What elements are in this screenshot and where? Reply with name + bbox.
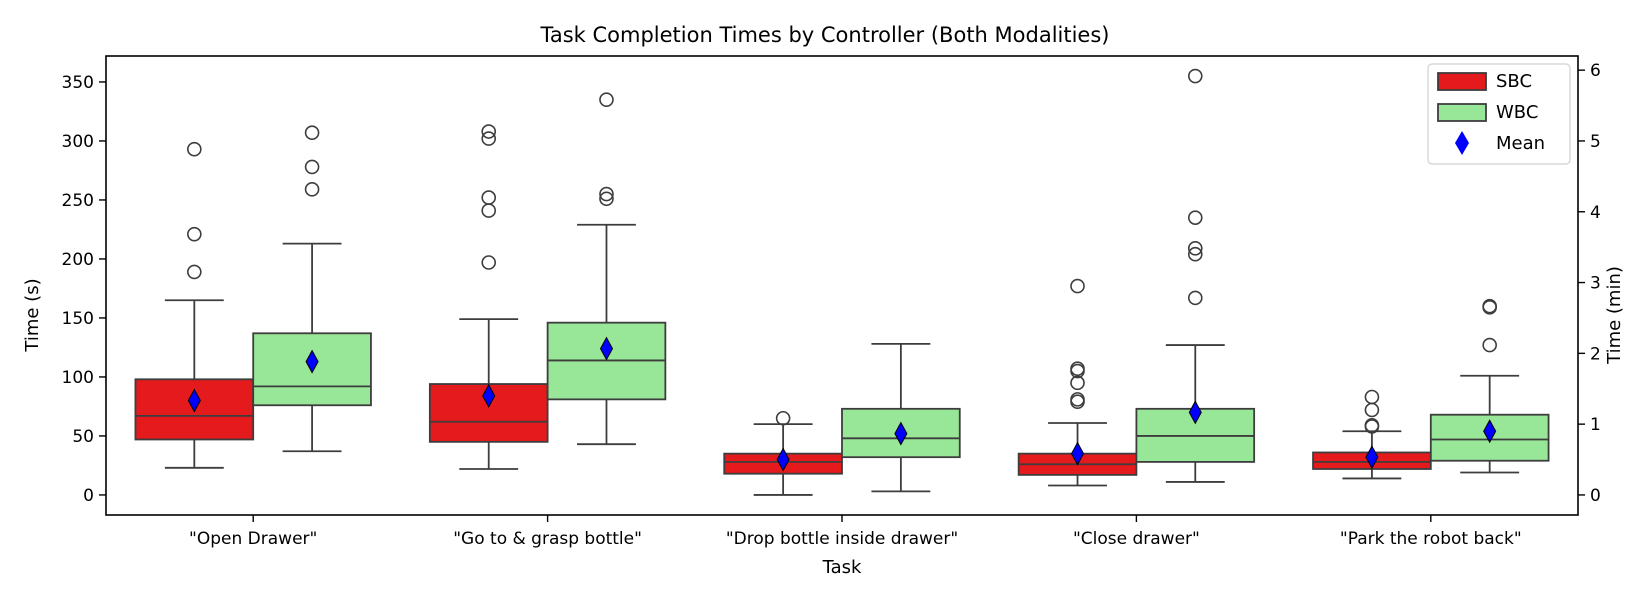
y-axis-label: Time (s) [22, 278, 43, 352]
axes: 0 50 100 150 200 250 300 350 0 1 2 3 4 5 6 "Open Drawer… [62, 61, 1601, 549]
plot-area [134, 68, 1550, 496]
legend: SBC WBC Mean [1427, 63, 1571, 165]
y-right-tick-label: 3 [1590, 274, 1601, 294]
sbc-outlier [481, 203, 497, 218]
sbc-outlier [481, 190, 497, 205]
wbc-outlier [1187, 246, 1203, 262]
y-right-tick-label: 1 [1590, 415, 1601, 435]
sbc-outlier [1070, 361, 1085, 376]
wbc-mean-marker [1483, 419, 1497, 444]
wbc-outlier [599, 92, 614, 107]
sbc-outlier [1364, 402, 1380, 418]
y-right-tick-label: 5 [1590, 132, 1601, 152]
wbc-mean-marker [305, 349, 319, 374]
legend-label: WBC [1496, 102, 1538, 123]
wbc-outlier [304, 182, 320, 197]
wbc-mean-marker [599, 336, 614, 361]
legend-swatch-sbc [1437, 72, 1487, 91]
legend-swatch-wbc [1437, 103, 1487, 122]
sbc-outlier [187, 226, 202, 242]
wbc-outlier [599, 191, 614, 207]
sbc-mean-marker [482, 383, 496, 408]
wbc-box-group [841, 343, 961, 493]
y-tick-label: 300 [62, 132, 94, 152]
x-tick-label: "Go to & grasp bottle" [453, 529, 642, 549]
legend-label: Mean [1496, 133, 1545, 154]
sbc-outlier [1070, 392, 1085, 407]
y-axis-right-label: Time (min) [1604, 266, 1625, 365]
y-right-tick-label: 2 [1590, 344, 1601, 364]
wbc-outlier [304, 159, 320, 175]
sbc-outlier [1070, 278, 1085, 294]
sbc-outlier [481, 255, 497, 270]
chart-title: Task Completion Times by Controller (Bot… [540, 23, 1110, 47]
sbc-mean-marker [1070, 441, 1085, 466]
y-right-tick-label: 6 [1590, 61, 1601, 81]
y-right-tick-label: 4 [1590, 203, 1601, 223]
sbc-box-group [428, 124, 549, 470]
legend-label: SBC [1496, 71, 1532, 92]
sbc-outlier [481, 131, 497, 146]
sbc-outlier [481, 124, 497, 139]
wbc-outlier [599, 186, 614, 202]
x-tick-label: "Park the robot back" [1340, 529, 1522, 549]
wbc-box-group [252, 125, 372, 453]
sbc-box-group [1312, 389, 1432, 480]
y-tick-label: 0 [83, 486, 94, 506]
wbc-outlier [1187, 210, 1203, 225]
sbc-box-group [1017, 278, 1138, 487]
wbc-outlier [1187, 241, 1203, 256]
sbc-box-group [723, 410, 843, 496]
wbc-outlier [1482, 337, 1497, 353]
y-tick-label: 350 [62, 73, 94, 93]
sbc-box-group [134, 141, 255, 469]
wbc-outlier [1187, 68, 1203, 84]
y-tick-label: 200 [62, 250, 94, 270]
y-tick-label: 50 [72, 427, 94, 447]
sbc-outlier [775, 410, 791, 426]
sbc-mean-marker [776, 447, 790, 472]
sbc-outlier [1364, 418, 1380, 433]
sbc-mean-marker [187, 388, 201, 413]
wbc-outlier [304, 125, 320, 140]
legend-swatch-mean [1455, 131, 1469, 155]
sbc-outlier [187, 264, 202, 280]
wbc-box-group [546, 92, 667, 446]
wbc-mean-marker [894, 421, 908, 446]
y-tick-label: 100 [62, 368, 94, 388]
wbc-outlier [1482, 298, 1497, 314]
sbc-mean-marker [1365, 445, 1379, 470]
wbc-box-group [1429, 298, 1550, 474]
y-right-tick-label: 0 [1590, 486, 1601, 506]
wbc-outlier [1187, 290, 1203, 306]
wbc-box-group [1135, 68, 1256, 483]
sbc-outlier [1070, 375, 1085, 391]
x-axis-label: Task [822, 557, 862, 578]
x-tick-label: "Close drawer" [1073, 529, 1200, 549]
sbc-outlier [1364, 389, 1380, 405]
y-tick-label: 250 [62, 191, 94, 211]
x-tick-label: "Open Drawer" [189, 529, 317, 549]
x-tick-label: "Drop bottle inside drawer" [726, 529, 958, 549]
sbc-box [428, 383, 549, 443]
wbc-mean-marker [1188, 400, 1202, 425]
y-tick-label: 150 [62, 309, 94, 329]
sbc-outlier [187, 141, 202, 157]
